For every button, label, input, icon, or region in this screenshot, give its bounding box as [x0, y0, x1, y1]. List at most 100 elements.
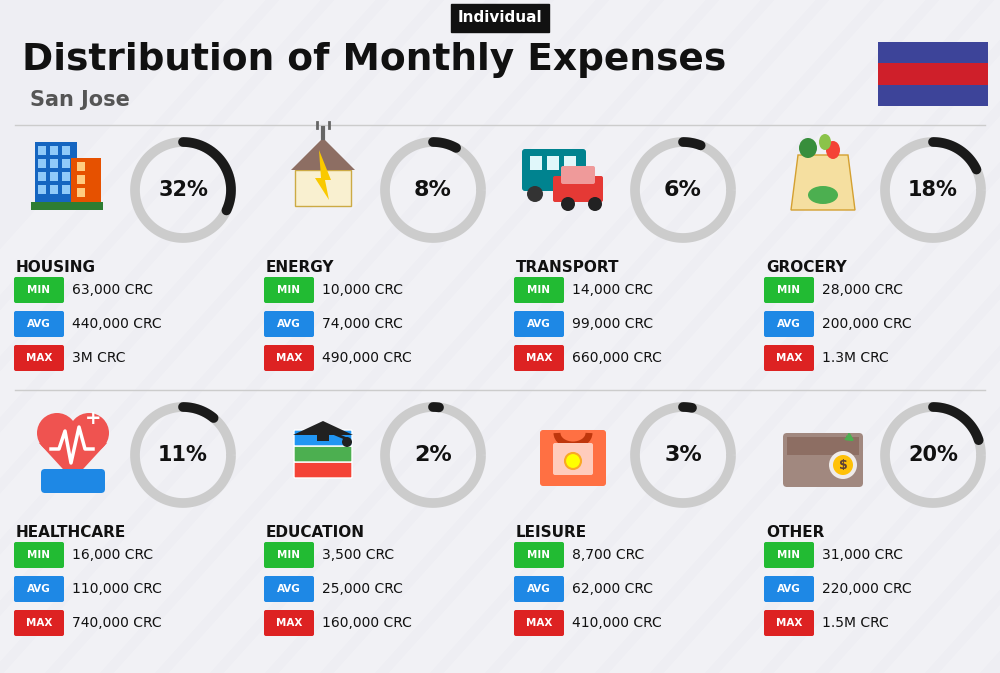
- Circle shape: [829, 451, 857, 479]
- Ellipse shape: [819, 134, 831, 150]
- FancyBboxPatch shape: [62, 172, 70, 181]
- Circle shape: [588, 197, 602, 211]
- FancyBboxPatch shape: [77, 188, 85, 197]
- FancyBboxPatch shape: [553, 176, 603, 202]
- Circle shape: [565, 453, 581, 469]
- Text: AVG: AVG: [277, 584, 301, 594]
- FancyBboxPatch shape: [264, 277, 314, 303]
- Text: 740,000 CRC: 740,000 CRC: [72, 616, 162, 630]
- FancyBboxPatch shape: [14, 345, 64, 371]
- FancyBboxPatch shape: [14, 277, 64, 303]
- Text: 660,000 CRC: 660,000 CRC: [572, 351, 662, 365]
- FancyBboxPatch shape: [764, 311, 814, 337]
- Text: MAX: MAX: [26, 618, 52, 628]
- Text: 63,000 CRC: 63,000 CRC: [72, 283, 153, 297]
- Text: 220,000 CRC: 220,000 CRC: [822, 582, 912, 596]
- Text: ENERGY: ENERGY: [266, 260, 334, 275]
- Text: LEISURE: LEISURE: [516, 525, 587, 540]
- Text: GROCERY: GROCERY: [766, 260, 847, 275]
- Text: AVG: AVG: [27, 319, 51, 329]
- Text: MAX: MAX: [776, 353, 802, 363]
- Ellipse shape: [799, 138, 817, 158]
- FancyBboxPatch shape: [77, 175, 85, 184]
- Text: HOUSING: HOUSING: [16, 260, 96, 275]
- FancyBboxPatch shape: [14, 610, 64, 636]
- Text: MAX: MAX: [276, 618, 302, 628]
- FancyBboxPatch shape: [38, 159, 46, 168]
- Text: 25,000 CRC: 25,000 CRC: [322, 582, 403, 596]
- Text: 32%: 32%: [158, 180, 208, 200]
- FancyBboxPatch shape: [77, 162, 85, 171]
- FancyBboxPatch shape: [514, 542, 564, 568]
- Text: 2%: 2%: [414, 445, 452, 465]
- Polygon shape: [39, 443, 107, 480]
- Text: 3%: 3%: [664, 445, 702, 465]
- FancyBboxPatch shape: [41, 469, 105, 493]
- FancyBboxPatch shape: [50, 146, 58, 155]
- Text: 6%: 6%: [664, 180, 702, 200]
- FancyBboxPatch shape: [38, 185, 46, 194]
- Text: MIN: MIN: [778, 285, 800, 295]
- FancyBboxPatch shape: [14, 311, 64, 337]
- Polygon shape: [291, 138, 355, 170]
- FancyBboxPatch shape: [62, 146, 70, 155]
- FancyBboxPatch shape: [264, 311, 314, 337]
- Circle shape: [561, 197, 575, 211]
- Text: 200,000 CRC: 200,000 CRC: [822, 317, 912, 331]
- FancyBboxPatch shape: [294, 446, 352, 462]
- Text: 110,000 CRC: 110,000 CRC: [72, 582, 162, 596]
- Text: 1.3M CRC: 1.3M CRC: [822, 351, 889, 365]
- FancyBboxPatch shape: [317, 433, 329, 441]
- Text: AVG: AVG: [527, 584, 551, 594]
- Text: MIN: MIN: [778, 550, 800, 560]
- FancyBboxPatch shape: [71, 158, 101, 202]
- FancyBboxPatch shape: [783, 433, 863, 487]
- Circle shape: [527, 186, 543, 202]
- FancyBboxPatch shape: [35, 142, 77, 202]
- Polygon shape: [315, 150, 331, 200]
- Circle shape: [833, 455, 853, 475]
- Text: 410,000 CRC: 410,000 CRC: [572, 616, 662, 630]
- FancyBboxPatch shape: [294, 462, 352, 478]
- Text: 31,000 CRC: 31,000 CRC: [822, 548, 903, 562]
- FancyBboxPatch shape: [38, 146, 46, 155]
- FancyBboxPatch shape: [50, 159, 58, 168]
- Text: AVG: AVG: [527, 319, 551, 329]
- Text: AVG: AVG: [27, 584, 51, 594]
- Text: 11%: 11%: [158, 445, 208, 465]
- Text: Distribution of Monthly Expenses: Distribution of Monthly Expenses: [22, 42, 726, 78]
- FancyBboxPatch shape: [294, 430, 352, 446]
- FancyBboxPatch shape: [553, 443, 593, 475]
- Text: 160,000 CRC: 160,000 CRC: [322, 616, 412, 630]
- FancyBboxPatch shape: [50, 185, 58, 194]
- FancyBboxPatch shape: [62, 185, 70, 194]
- Ellipse shape: [826, 141, 840, 159]
- FancyBboxPatch shape: [50, 172, 58, 181]
- Text: 28,000 CRC: 28,000 CRC: [822, 283, 903, 297]
- Text: MIN: MIN: [528, 550, 550, 560]
- Text: HEALTHCARE: HEALTHCARE: [16, 525, 126, 540]
- Text: 1.5M CRC: 1.5M CRC: [822, 616, 889, 630]
- FancyBboxPatch shape: [295, 170, 351, 206]
- FancyBboxPatch shape: [878, 85, 988, 106]
- Text: MAX: MAX: [26, 353, 52, 363]
- Text: MIN: MIN: [28, 550, 50, 560]
- FancyBboxPatch shape: [764, 610, 814, 636]
- FancyBboxPatch shape: [878, 63, 988, 85]
- Circle shape: [553, 186, 569, 202]
- Circle shape: [69, 413, 109, 453]
- Text: EDUCATION: EDUCATION: [266, 525, 365, 540]
- FancyBboxPatch shape: [764, 277, 814, 303]
- FancyBboxPatch shape: [514, 345, 564, 371]
- FancyBboxPatch shape: [764, 576, 814, 602]
- Text: 3,500 CRC: 3,500 CRC: [322, 548, 394, 562]
- Text: MIN: MIN: [28, 285, 50, 295]
- FancyBboxPatch shape: [514, 311, 564, 337]
- Text: 18%: 18%: [908, 180, 958, 200]
- FancyBboxPatch shape: [38, 172, 46, 181]
- Ellipse shape: [808, 186, 838, 204]
- FancyBboxPatch shape: [514, 277, 564, 303]
- Text: 490,000 CRC: 490,000 CRC: [322, 351, 412, 365]
- Text: TRANSPORT: TRANSPORT: [516, 260, 620, 275]
- FancyBboxPatch shape: [264, 542, 314, 568]
